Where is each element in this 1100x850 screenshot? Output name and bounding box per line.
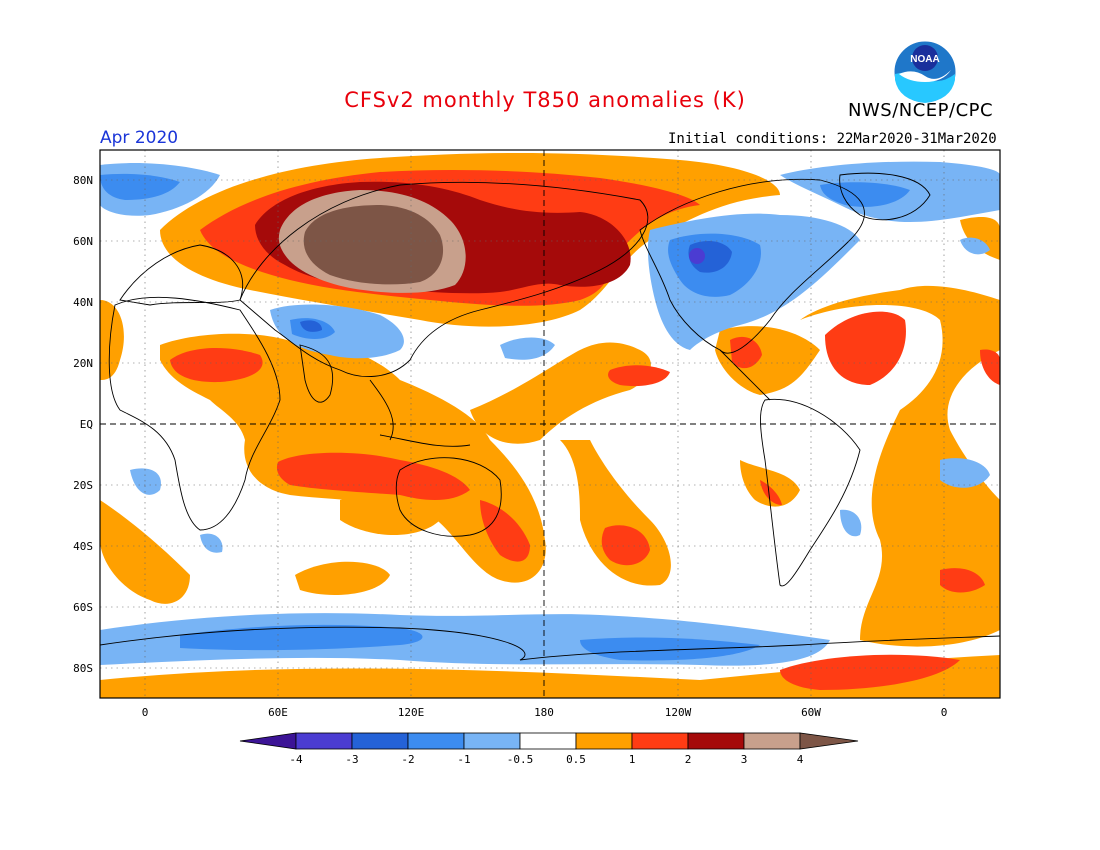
- colorbar-label: 1: [629, 753, 636, 766]
- colorbar-segment-gt4: [799, 732, 859, 750]
- organization-label: NWS/NCEP/CPC: [848, 100, 994, 121]
- coastlines: [100, 172, 1000, 661]
- map-frame: [99, 149, 1001, 699]
- colorbar-segment: [351, 732, 409, 750]
- lat-label: 60S: [73, 601, 93, 614]
- lon-label: 120E: [398, 706, 425, 719]
- colorbar-label: -1: [457, 753, 470, 766]
- colorbar-segment: [407, 732, 465, 750]
- colorbar-segment: [575, 732, 633, 750]
- lon-label: 0: [941, 706, 948, 719]
- noaa-logo: NOAA: [893, 40, 957, 104]
- colorbar-segment: [631, 732, 689, 750]
- longitude-labels: 0 60E 120E 180 120W 60W 0: [142, 706, 948, 719]
- colorbar-label: 4: [797, 753, 804, 766]
- colorbar-label: -2: [401, 753, 414, 766]
- colorbar-segment: [519, 732, 577, 750]
- lat-label: EQ: [80, 418, 93, 431]
- lon-label: 180: [534, 706, 554, 719]
- lat-label: 20S: [73, 479, 93, 492]
- lon-label: 60W: [801, 706, 821, 719]
- logo-text: NOAA: [910, 54, 939, 65]
- initial-conditions-label: Initial conditions: 22Mar2020-31Mar2020: [668, 131, 997, 147]
- lon-label: 0: [142, 706, 149, 719]
- colorbar-segment-lt-4: [239, 732, 297, 750]
- lat-label: 40N: [73, 296, 93, 309]
- colorbar-label: -3: [345, 753, 358, 766]
- colorbar-segment: [687, 732, 745, 750]
- lon-label: 120W: [665, 706, 692, 719]
- lat-label: 40S: [73, 540, 93, 553]
- lat-label: 20N: [73, 357, 93, 370]
- lat-label: 60N: [73, 235, 93, 248]
- colorbar: [239, 732, 859, 750]
- lon-label: 60E: [268, 706, 288, 719]
- colorbar-label: -4: [289, 753, 303, 766]
- forecast-month-label: Apr 2020: [100, 128, 179, 148]
- equator-dateline: [100, 150, 1000, 698]
- map-title: CFSv2 monthly T850 anomalies (K): [344, 88, 746, 112]
- anomaly-field: [100, 150, 1000, 698]
- colorbar-labels: -4 -3 -2 -1 -0.5 0.5 1 2 3 4: [289, 753, 803, 766]
- colorbar-label: -0.5: [507, 753, 534, 766]
- colorbar-label: 0.5: [566, 753, 586, 766]
- colorbar-label: 3: [741, 753, 748, 766]
- colorbar-segment: [295, 732, 353, 750]
- lat-label: 80S: [73, 662, 93, 675]
- colorbar-segment: [743, 732, 801, 750]
- latitude-labels: 80N 60N 40N 20N EQ 20S 40S 60S 80S: [73, 174, 93, 675]
- colorbar-label: 2: [685, 753, 692, 766]
- graticule: [100, 150, 1000, 698]
- colorbar-segment: [463, 732, 521, 750]
- lat-label: 80N: [73, 174, 93, 187]
